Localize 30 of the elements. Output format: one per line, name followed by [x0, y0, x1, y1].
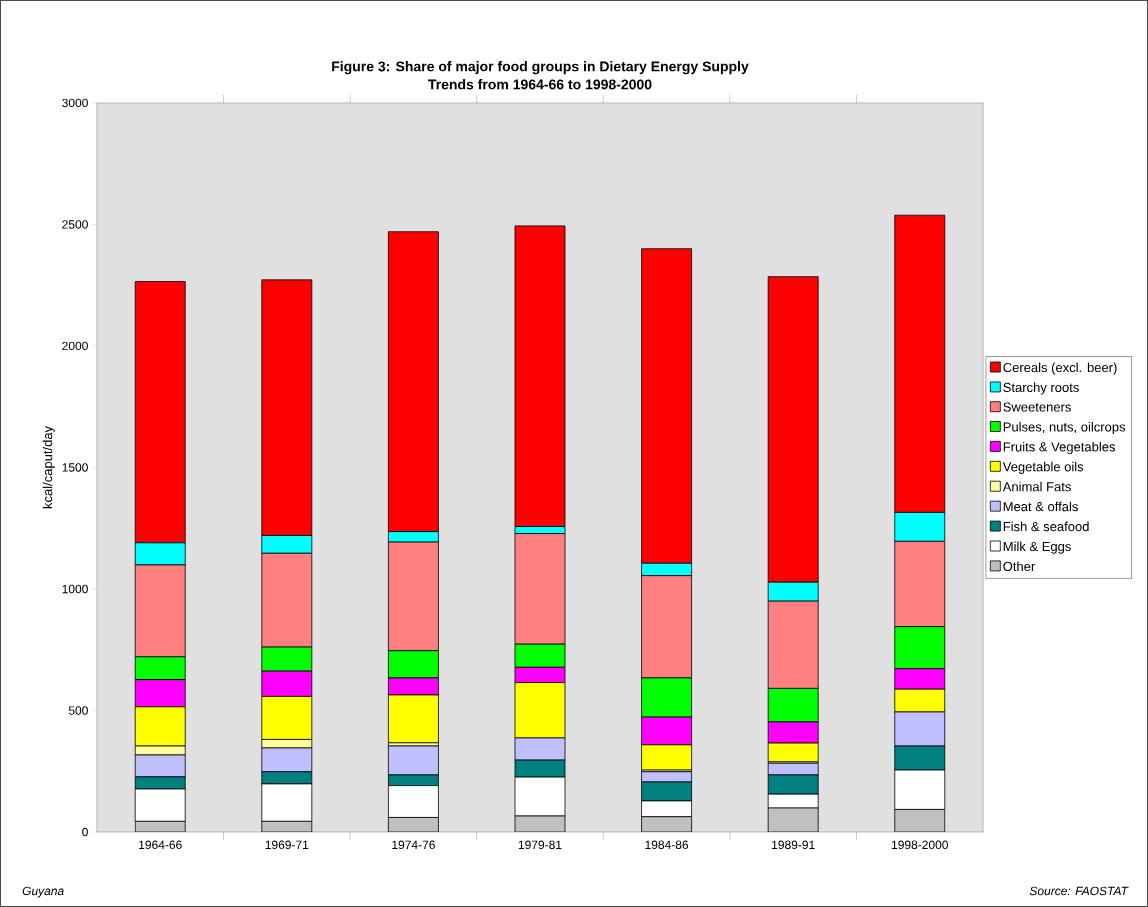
y-tick-label: 3000	[62, 98, 88, 108]
x-tick-label: 1998-2000	[891, 840, 948, 850]
x-tick-label: 1969-71	[265, 840, 309, 850]
x-tick-label: 1989-91	[772, 840, 815, 850]
y-tick-label: 1000	[62, 584, 88, 594]
legend-label: Sweeteners	[1003, 402, 1071, 412]
legend-label: Vegetable oils	[1002, 461, 1084, 474]
x-tick-label: 1964-66	[139, 840, 182, 850]
legend-label: Fruits & Vegetables	[1003, 441, 1116, 455]
legend-label: Starchy roots	[1003, 382, 1079, 395]
legend-label: Fish & seafood	[1003, 521, 1089, 532]
legend-label: Milk & Eggs	[1003, 541, 1071, 554]
legend-label: Meat & offals	[1003, 501, 1078, 512]
legend-label: Other	[1003, 561, 1036, 572]
chart-subtitle: Trends from 1964-66 to 1998-2000	[428, 79, 652, 90]
y-tick-label: 1500	[62, 463, 88, 472]
legend-label: Cereals (excl. beer)	[1003, 362, 1117, 375]
legend-label: Animal Fats	[1002, 481, 1071, 492]
y-tick-label: 2000	[62, 341, 88, 351]
source-note: Source: FAOSTAT	[1029, 886, 1129, 896]
y-tick-label: 0	[82, 827, 88, 837]
x-tick-label: 1979-81	[518, 840, 562, 850]
legend-label: Pulses, nuts, oilcrops	[1003, 422, 1126, 435]
y-axis-title: kcal/caput/day	[42, 425, 55, 509]
y-tick-label: 500	[68, 706, 88, 715]
x-tick-label: 1974-76	[392, 840, 435, 850]
y-tick-label: 2500	[62, 220, 88, 229]
chart-title: Figure 3: Share of major food groups in Dietary Energy Supply	[332, 61, 749, 75]
x-tick-label: 1984-86	[645, 840, 689, 850]
text: Guyana	[22, 886, 64, 898]
